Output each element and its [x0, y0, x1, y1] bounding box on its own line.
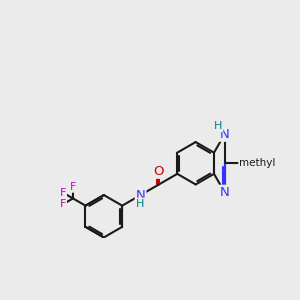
Text: O: O [154, 165, 164, 178]
Text: H: H [214, 121, 222, 131]
Text: H: H [136, 199, 145, 208]
Text: methyl: methyl [239, 158, 276, 168]
Text: F: F [60, 188, 66, 198]
Text: F: F [60, 199, 66, 209]
Text: N: N [136, 188, 146, 202]
Text: F: F [70, 182, 76, 192]
Text: N: N [220, 186, 230, 199]
Text: N: N [220, 128, 230, 141]
